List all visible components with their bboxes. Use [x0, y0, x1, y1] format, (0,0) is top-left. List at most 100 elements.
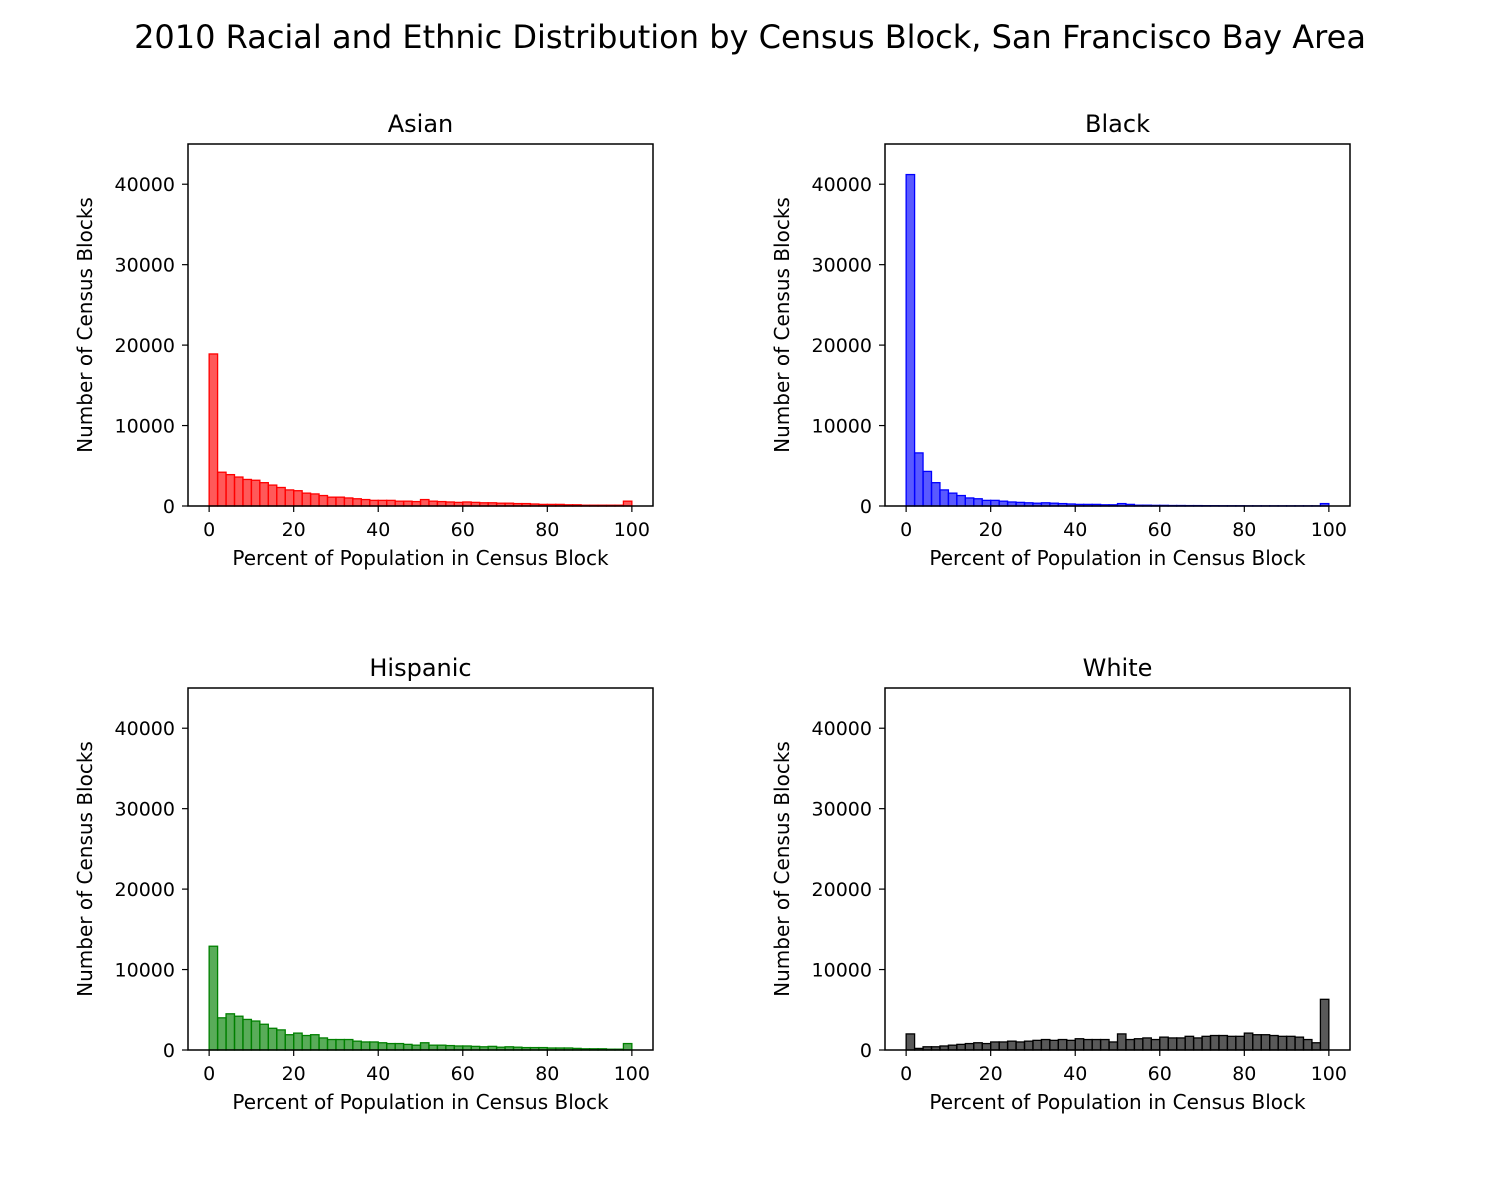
- hispanic-bar: [216, 1017, 227, 1051]
- white-bar: [1201, 1035, 1212, 1051]
- black-bar: [905, 173, 916, 507]
- hispanic-bar: [402, 1043, 413, 1051]
- hispanic-panel-title: Hispanic: [369, 654, 471, 682]
- white-axes-frame: [884, 687, 1351, 1051]
- hispanic-y-axis-label: Number of Census Blocks: [73, 741, 97, 997]
- white-y-tick-label: 40000: [812, 718, 872, 740]
- white-bar: [1099, 1038, 1110, 1051]
- asian-panel: 0 20 40 60 80 100 0 10000 20000 30000 40000 Asian Pe…: [73, 110, 654, 570]
- hispanic-bar: [394, 1042, 405, 1051]
- asian-axes-frame: [187, 143, 654, 507]
- white-bar: [1176, 1037, 1186, 1051]
- asian-bar: [335, 496, 346, 507]
- hispanic-bar: [335, 1038, 346, 1051]
- white-bar: [956, 1043, 966, 1051]
- asian-x-tick-label: 60: [451, 519, 475, 541]
- hispanic-x-axis-label: Percent of Population in Census Block: [232, 1090, 609, 1114]
- asian-bar: [301, 492, 312, 507]
- asian-bar: [242, 478, 253, 507]
- black-bar: [913, 452, 924, 507]
- white-bar: [1252, 1034, 1262, 1051]
- hispanic-bar: [419, 1042, 430, 1051]
- asian-bar: [276, 486, 286, 507]
- white-bar: [1209, 1034, 1220, 1051]
- white-bar: [1243, 1032, 1254, 1051]
- asian-x-axis-label: Percent of Population in Census Block: [232, 546, 609, 570]
- figure-title: 2010 Racial and Ethnic Distribution by C…: [134, 18, 1366, 56]
- asian-bar: [318, 494, 329, 507]
- hispanic-bar: [343, 1038, 354, 1051]
- asian-y-tick-label: 20000: [115, 335, 175, 357]
- hispanic-bar: [267, 1027, 278, 1051]
- white-bar: [1192, 1037, 1203, 1051]
- asian-bar: [284, 489, 295, 507]
- white-bar: [1311, 1042, 1322, 1051]
- hispanic-bar: [369, 1041, 379, 1051]
- white-bar: [981, 1042, 992, 1051]
- white-y-tick-label: 30000: [812, 799, 872, 821]
- asian-bar: [369, 499, 379, 507]
- white-bar: [1142, 1037, 1152, 1051]
- hispanic-x-tick-label: 40: [366, 1063, 390, 1085]
- black-y-tick-label: 20000: [812, 335, 872, 357]
- asian-bar: [259, 482, 269, 507]
- asian-bar: [208, 353, 219, 507]
- asian-x-tick-label: 80: [535, 519, 559, 541]
- asian-bar: [386, 499, 396, 507]
- black-y-axis-label: Number of Census Blocks: [770, 197, 794, 453]
- black-x-tick-label: 60: [1148, 519, 1172, 541]
- asian-x-tick-label: 0: [203, 519, 215, 541]
- black-x-tick-label: 0: [900, 519, 912, 541]
- white-bar: [1091, 1038, 1102, 1051]
- asian-x-tick-label: 100: [614, 519, 650, 541]
- hispanic-axes-frame: [187, 687, 654, 1051]
- hispanic-bar: [276, 1029, 286, 1051]
- white-bar: [1285, 1035, 1296, 1051]
- asian-bar: [326, 496, 337, 507]
- hispanic-x-tick-label: 60: [451, 1063, 475, 1085]
- white-bar: [1049, 1039, 1059, 1051]
- white-bar: [998, 1041, 1009, 1051]
- white-bar: [1057, 1038, 1068, 1051]
- white-y-tick-label: 10000: [812, 960, 872, 982]
- hispanic-x-tick-label: 100: [614, 1063, 650, 1085]
- hispanic-bar: [386, 1042, 396, 1051]
- hispanic-bar: [293, 1032, 303, 1051]
- white-bar: [1184, 1035, 1195, 1051]
- asian-bar: [352, 498, 362, 507]
- black-bar: [956, 494, 966, 507]
- hispanic-bar: [284, 1034, 295, 1051]
- white-bar: [1015, 1041, 1026, 1051]
- asian-bar: [309, 493, 320, 507]
- hispanic-bar: [233, 1015, 244, 1051]
- asian-bar: [293, 490, 303, 507]
- asian-bar: [267, 484, 278, 507]
- white-bar: [964, 1042, 975, 1051]
- white-bar: [1260, 1034, 1271, 1051]
- hispanic-bar: [208, 945, 219, 1051]
- asian-x-tick-label: 20: [282, 519, 306, 541]
- hispanic-bar: [259, 1023, 269, 1051]
- black-y-tick-label: 30000: [812, 255, 872, 277]
- black-y-tick-label: 40000: [812, 174, 872, 196]
- black-x-tick-label: 20: [979, 519, 1003, 541]
- white-x-axis-label: Percent of Population in Census Block: [929, 1090, 1306, 1114]
- black-bar: [922, 470, 933, 507]
- asian-bar: [343, 497, 354, 507]
- white-bar: [1277, 1035, 1288, 1051]
- white-bar: [1066, 1039, 1076, 1051]
- white-x-tick-label: 60: [1148, 1063, 1172, 1085]
- asian-y-tick-label: 0: [163, 496, 175, 518]
- asian-bar: [377, 499, 388, 507]
- white-bar: [1040, 1038, 1051, 1051]
- hispanic-bar: [242, 1018, 253, 1051]
- black-bar: [990, 499, 1000, 507]
- asian-panel-title: Asian: [388, 110, 454, 138]
- black-bar: [981, 499, 992, 507]
- white-bar: [1150, 1038, 1161, 1051]
- black-x-axis-label: Percent of Population in Census Block: [929, 546, 1306, 570]
- hispanic-y-tick-label: 10000: [115, 960, 175, 982]
- white-y-tick-label: 0: [860, 1040, 872, 1062]
- white-x-tick-label: 80: [1232, 1063, 1256, 1085]
- hispanic-bar: [377, 1042, 388, 1051]
